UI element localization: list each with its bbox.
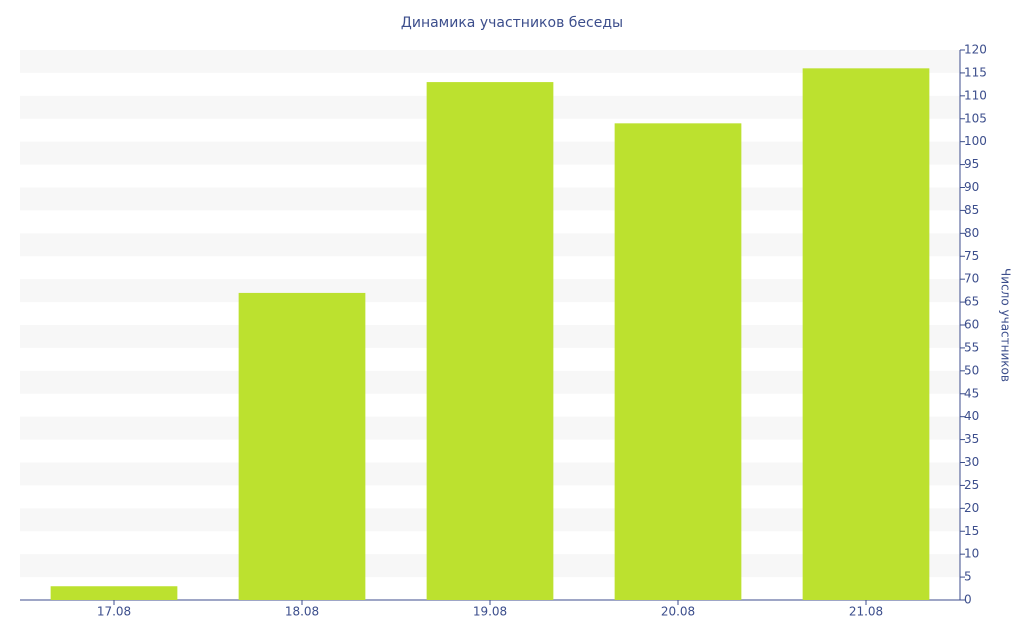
- y-tick-label: 0: [964, 593, 972, 607]
- y-tick-label: 100: [964, 134, 987, 148]
- y-tick-label: 55: [964, 340, 979, 354]
- bar: [238, 292, 366, 600]
- y-tick-label: 10: [964, 547, 979, 561]
- y-tick-label: 95: [964, 157, 979, 171]
- y-tick-label: 35: [964, 432, 979, 446]
- y-tick-label: 80: [964, 226, 979, 240]
- bar: [426, 82, 554, 601]
- y-tick-label: 110: [964, 88, 987, 102]
- chart-title: Динамика участников беседы: [401, 15, 623, 31]
- y-tick-label: 105: [964, 111, 987, 125]
- y-tick-label: 5: [964, 570, 972, 584]
- y-axis-title: Число участников: [999, 268, 1013, 382]
- y-tick-label: 50: [964, 363, 979, 377]
- bar: [614, 123, 742, 600]
- y-tick-label: 90: [964, 180, 979, 194]
- y-tick-label: 40: [964, 409, 979, 423]
- y-tick-label: 65: [964, 295, 979, 309]
- y-tick-label: 85: [964, 203, 979, 217]
- y-tick-label: 30: [964, 455, 979, 469]
- x-tick-label: 21.08: [849, 605, 883, 619]
- bar: [802, 68, 930, 601]
- y-tick-label: 115: [964, 65, 987, 79]
- bar: [50, 586, 178, 600]
- x-tick-label: 18.08: [285, 605, 319, 619]
- x-tick-label: 19.08: [473, 605, 507, 619]
- y-tick-label: 60: [964, 318, 979, 332]
- y-tick-label: 15: [964, 524, 979, 538]
- y-tick-label: 120: [964, 43, 987, 57]
- y-tick-label: 20: [964, 501, 979, 515]
- x-tick-label: 17.08: [97, 605, 131, 619]
- y-tick-label: 70: [964, 272, 979, 286]
- grid-band: [20, 50, 960, 73]
- y-tick-label: 25: [964, 478, 979, 492]
- y-tick-label: 75: [964, 249, 979, 263]
- x-tick-label: 20.08: [661, 605, 695, 619]
- y-tick-label: 45: [964, 386, 979, 400]
